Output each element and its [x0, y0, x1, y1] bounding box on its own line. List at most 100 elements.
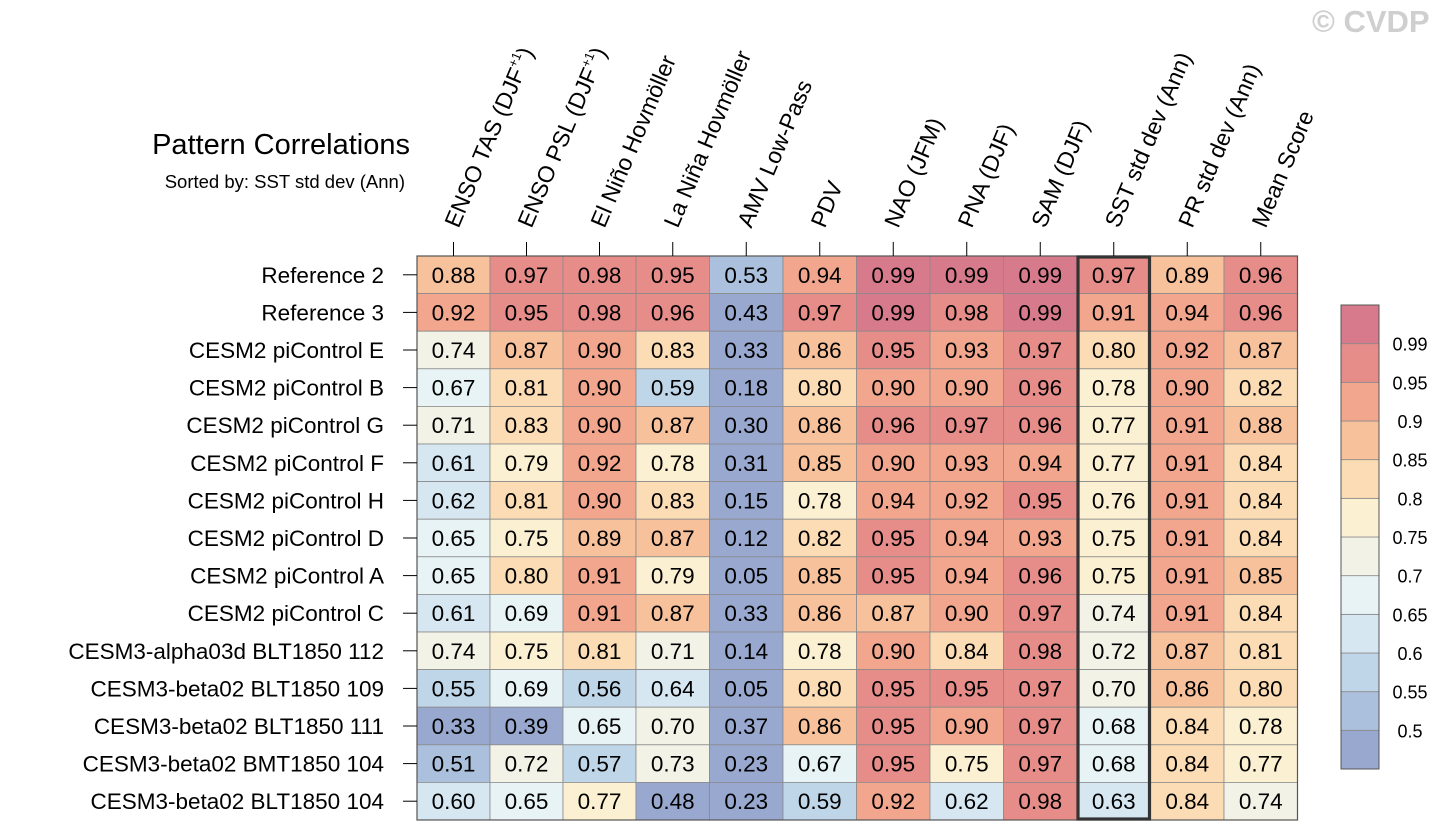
heatmap-cell: [1223, 631, 1298, 670]
cell-value-label: 0.67: [432, 376, 476, 401]
cell-value-label: 0.74: [1092, 601, 1136, 626]
heatmap-cell: [1223, 594, 1298, 633]
cell-value-label: 0.78: [798, 488, 842, 513]
colorbar-tick-label: 0.75: [1392, 528, 1427, 548]
heatmap-cell: [635, 443, 710, 482]
heatmap-cell: [489, 368, 564, 407]
heatmap-cell: [489, 631, 564, 670]
heatmap-cell: [562, 518, 637, 558]
cell-value-label: 0.86: [798, 338, 842, 363]
heatmap-cell: [562, 594, 637, 633]
heatmap-cell: [709, 481, 784, 520]
heatmap-cell: [929, 255, 1004, 294]
cell-value-label: 0.86: [798, 601, 842, 626]
heatmap-cell: [709, 556, 784, 595]
cell-value-label: 0.95: [871, 676, 915, 701]
row-label: CESM2 piControl F: [190, 451, 384, 476]
cell-value-label: 0.97: [1018, 676, 1062, 701]
row-label: Reference 3: [261, 300, 384, 325]
heatmap-cell: [1003, 293, 1078, 332]
heatmap-cell: [856, 706, 931, 746]
heatmap-cell: [489, 556, 564, 595]
cell-value-label: 0.98: [1018, 789, 1062, 814]
heatmap-cell: [1003, 255, 1078, 294]
cell-value-label: 0.99: [871, 300, 915, 325]
colorbar-segment: [1340, 343, 1380, 383]
cell-value-label: 0.85: [798, 564, 842, 589]
cell-value-label: 0.43: [724, 300, 768, 325]
colorbar-segment: [1340, 613, 1380, 654]
heatmap-cell: [1150, 782, 1225, 821]
cell-value-label: 0.71: [651, 639, 695, 664]
heatmap-cell: [1150, 556, 1225, 595]
cell-value-label: 0.95: [651, 263, 695, 288]
column-label: PDV: [805, 177, 848, 231]
heatmap-cell: [1076, 706, 1151, 746]
cell-value-label: 0.84: [1239, 601, 1283, 626]
cell-value-label: 0.84: [1165, 714, 1209, 739]
heatmap-cell: [1003, 443, 1078, 482]
heatmap-cell: [1003, 481, 1078, 520]
cell-value-label: 0.74: [432, 639, 476, 664]
colorbar-tick-label: 0.6: [1397, 644, 1422, 664]
heatmap-cell: [489, 293, 564, 332]
cell-value-label: 0.70: [1092, 676, 1136, 701]
cell-value-label: 0.92: [578, 451, 622, 476]
colorbar-tick-label: 0.9: [1397, 412, 1422, 432]
cell-value-label: 0.89: [1165, 263, 1209, 288]
cell-value-label: 0.72: [1092, 639, 1136, 664]
heatmap-cell: [1223, 744, 1298, 783]
cell-value-label: 0.87: [651, 413, 695, 438]
cell-value-label: 0.93: [945, 338, 989, 363]
cell-value-label: 0.80: [1092, 338, 1136, 363]
heatmap-cell: [856, 293, 931, 332]
heatmap-cell: [1076, 293, 1151, 332]
heatmap-cell: [635, 405, 710, 445]
colorbar-border: [1340, 304, 1380, 770]
heatmap-cell: [856, 594, 931, 633]
cell-value-label: 0.75: [1092, 526, 1136, 551]
cell-value-label: 0.78: [1239, 714, 1283, 739]
colorbar-tick-label: 0.99: [1392, 335, 1427, 355]
heatmap-cell: [562, 255, 637, 294]
cell-value-label: 0.82: [1239, 376, 1283, 401]
cell-value-label: 0.33: [432, 714, 476, 739]
cell-value-label: 0.91: [578, 564, 622, 589]
cell-value-label: 0.80: [798, 676, 842, 701]
cell-value-label: 0.99: [1018, 263, 1062, 288]
heatmap-cell: [635, 782, 710, 821]
row-label: CESM2 piControl B: [189, 376, 384, 401]
cell-value-label: 0.90: [578, 376, 622, 401]
cell-value-label: 0.86: [798, 413, 842, 438]
heatmap-cell: [1076, 368, 1151, 407]
cell-value-label: 0.85: [1239, 564, 1283, 589]
cell-value-label: 0.83: [651, 338, 695, 363]
cell-value-label: 0.92: [945, 488, 989, 513]
colorbar-tick-label: 0.65: [1392, 605, 1427, 625]
cell-value-label: 0.80: [505, 564, 549, 589]
cell-value-label: 0.83: [505, 413, 549, 438]
heatmap-cell: [782, 782, 857, 821]
cell-value-label: 0.89: [578, 526, 622, 551]
colorbar-segment: [1340, 497, 1380, 538]
cell-value-label: 0.97: [945, 413, 989, 438]
heatmap-cell: [635, 556, 710, 595]
cell-value-label: 0.70: [651, 714, 695, 739]
cell-value-label: 0.68: [1092, 714, 1136, 739]
cell-value-label: 0.95: [871, 526, 915, 551]
cell-value-label: 0.53: [724, 263, 768, 288]
cell-value-label: 0.99: [1018, 300, 1062, 325]
heatmap-cell: [709, 631, 784, 670]
cell-value-label: 0.92: [432, 300, 476, 325]
cell-value-label: 0.75: [505, 639, 549, 664]
cell-value-label: 0.96: [1239, 263, 1283, 288]
cell-value-label: 0.98: [578, 263, 622, 288]
cell-value-label: 0.90: [871, 639, 915, 664]
cell-value-label: 0.67: [798, 752, 842, 777]
cell-value-label: 0.62: [945, 789, 989, 814]
heatmap-cell: [562, 368, 637, 407]
heatmap-cell: [929, 631, 1004, 670]
heatmap-cell: [562, 556, 637, 595]
cell-value-label: 0.91: [1165, 564, 1209, 589]
